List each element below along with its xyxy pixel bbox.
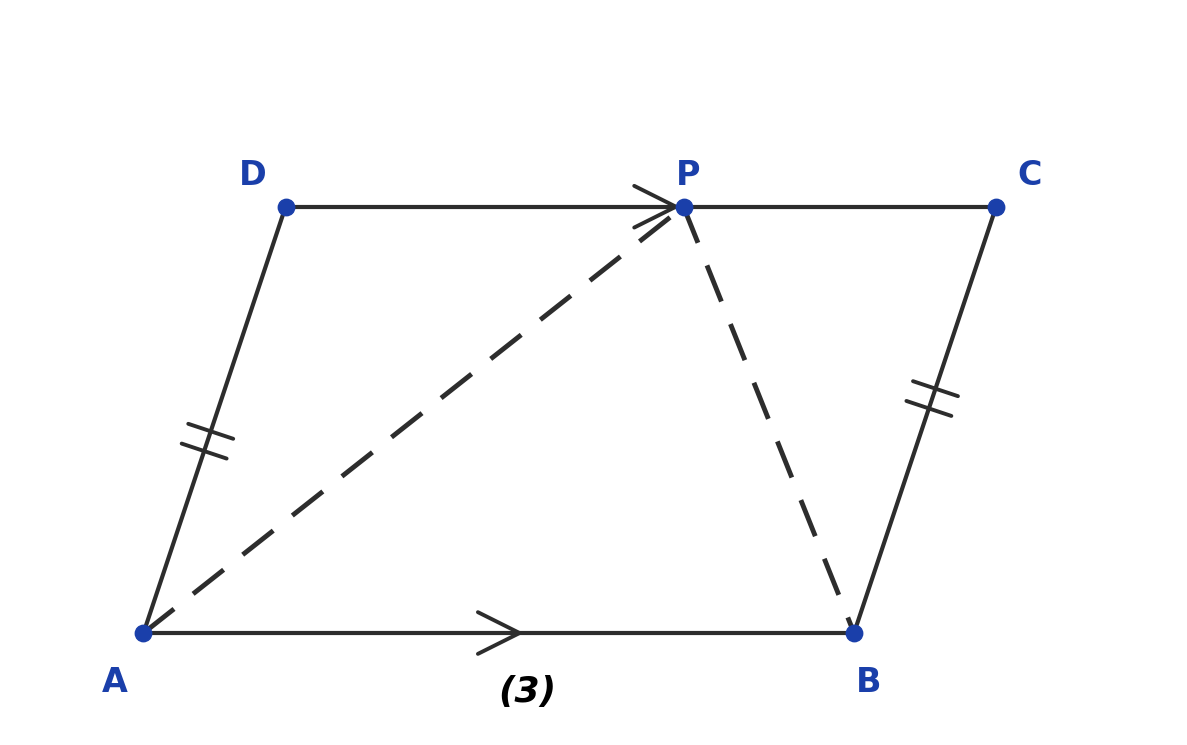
Text: B: B — [856, 666, 881, 700]
Point — [674, 200, 693, 212]
Text: (3): (3) — [499, 675, 557, 708]
Text: D: D — [239, 159, 266, 192]
Point — [134, 627, 153, 639]
Point — [277, 200, 296, 212]
Point — [844, 627, 863, 639]
Text: C: C — [1017, 159, 1041, 192]
Point — [986, 200, 1005, 212]
Text: P: P — [675, 159, 700, 192]
Text: A: A — [102, 666, 128, 700]
